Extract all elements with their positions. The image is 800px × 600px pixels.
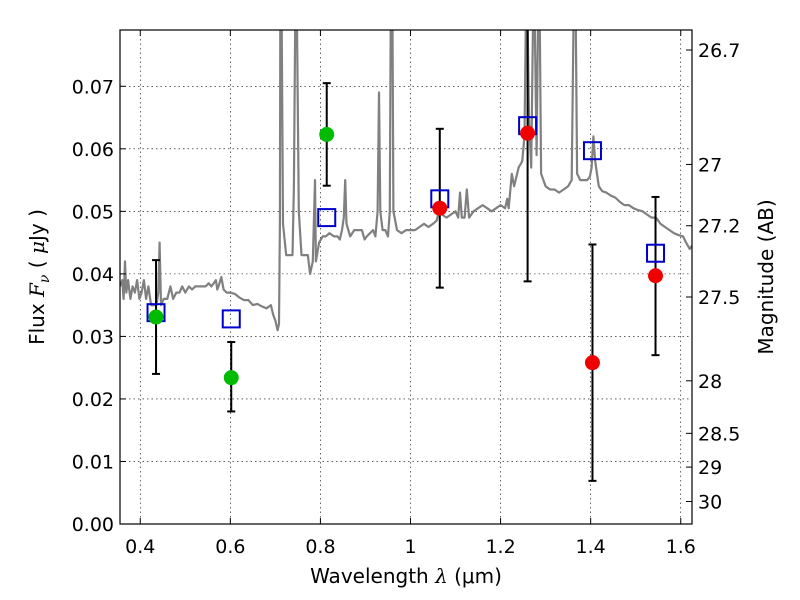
y2-axis-label: Magnitude (AB) <box>754 199 778 354</box>
y2-tick-label: 26.7 <box>698 40 740 62</box>
x-tick-label: 0.8 <box>305 536 335 558</box>
y-axis-label: Flux Fν ( μJy ) <box>25 209 53 345</box>
x-tick-label: 0.4 <box>125 536 155 558</box>
y-tick-label: 0.00 <box>72 514 114 536</box>
observed-flux-point <box>223 370 239 386</box>
observed-flux-point <box>520 125 536 141</box>
y2-tick-label: 27.2 <box>698 216 740 238</box>
plot-frame <box>119 29 693 525</box>
x-axis-label: Wavelength λ (μm) <box>310 564 502 588</box>
y2-axis-ticks: 26.7 27 27.2 27.5 28 28.5 29 30 <box>686 40 740 513</box>
y-tick-label: 0.01 <box>72 451 114 473</box>
observed-flux-point <box>584 355 600 371</box>
observed-photometry-points <box>148 125 664 386</box>
y2-tick-label: 28.5 <box>698 423 740 445</box>
x-tick-label: 1.6 <box>666 536 696 558</box>
y2-tick-label: 29 <box>698 457 722 479</box>
model-flux-square <box>582 141 602 161</box>
model-photometry-squares <box>146 116 666 329</box>
model-flux-square <box>317 208 337 228</box>
y-tick-label: 0.02 <box>72 389 114 411</box>
x-tick-label: 1 <box>404 536 416 558</box>
y-tick-label: 0.06 <box>72 139 114 161</box>
x-tick-label: 1.2 <box>485 536 515 558</box>
observed-flux-point <box>648 268 664 284</box>
y2-tick-label: 28 <box>698 371 722 393</box>
grid-lines <box>120 30 692 524</box>
y-tick-label: 0.05 <box>72 201 114 223</box>
x-axis-ticks: 0.4 0.6 0.8 1 1.2 1.4 1.6 <box>125 30 696 558</box>
model-flux-square <box>646 243 666 263</box>
observed-flux-point <box>432 200 448 216</box>
y2-tick-label: 30 <box>698 491 722 513</box>
error-bars <box>152 30 660 482</box>
observed-flux-point <box>319 126 335 142</box>
plot-area <box>120 30 692 482</box>
y-tick-label: 0.03 <box>72 326 114 348</box>
x-tick-label: 1.4 <box>576 536 606 558</box>
model-spectrum-line <box>120 30 692 332</box>
y-tick-label: 0.04 <box>72 264 114 286</box>
y-axis-ticks: 0.00 0.01 0.02 0.03 0.04 0.05 0.06 0.07 <box>72 76 126 536</box>
x-tick-label: 0.6 <box>215 536 245 558</box>
y-tick-label: 0.07 <box>72 76 114 98</box>
observed-flux-point <box>148 309 164 325</box>
y2-tick-label: 27 <box>698 154 722 176</box>
model-flux-square <box>221 309 241 329</box>
y2-tick-label: 27.5 <box>698 287 740 309</box>
